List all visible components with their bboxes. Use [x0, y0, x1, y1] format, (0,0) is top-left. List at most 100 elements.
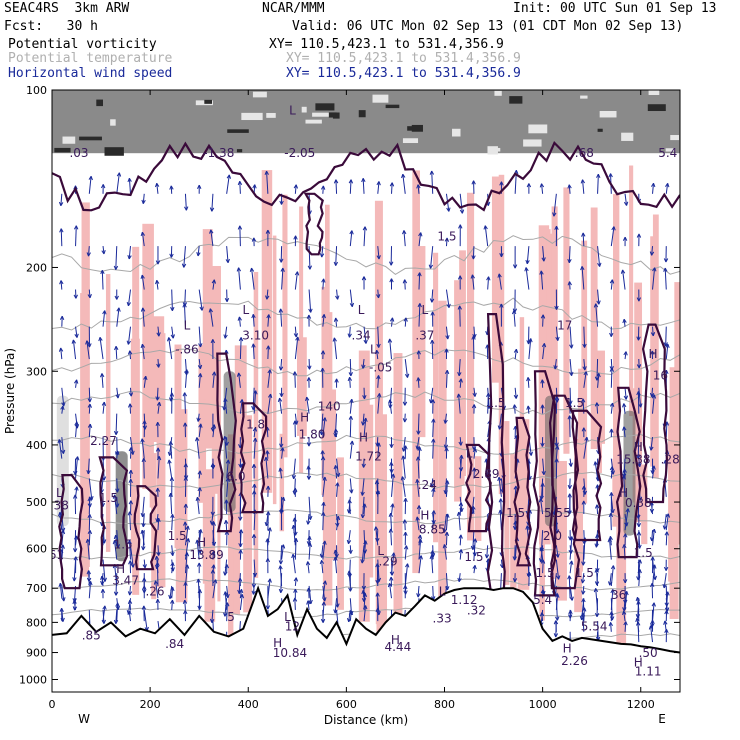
wind-vector [130, 437, 134, 455]
wind-vector-head [446, 207, 451, 212]
wind-vector-head [401, 173, 406, 179]
stratosphere-texture [597, 128, 603, 132]
wind-vector-head [623, 351, 628, 356]
wind-vector [75, 421, 78, 438]
wind-vector [569, 281, 571, 290]
pv-shading-streak [211, 265, 221, 494]
wind-vector [445, 573, 448, 591]
wind-vector [61, 437, 64, 454]
wind-vector-head [402, 519, 408, 524]
wind-vector [498, 413, 502, 430]
wind-vector [226, 477, 229, 497]
wind-vector-head [430, 311, 435, 316]
wind-vector-head [636, 600, 641, 605]
wind-vector-head [293, 538, 299, 543]
wind-vector [157, 456, 160, 479]
wind-vector [473, 326, 476, 338]
wind-vector-head [556, 575, 561, 580]
wind-vector [102, 246, 105, 255]
wind-vector-head [58, 201, 64, 207]
wind-vector-head [539, 547, 544, 552]
contour-annotation: 4.44 [385, 640, 412, 654]
wind-vector [336, 482, 339, 497]
pv-shading-streak [412, 170, 420, 574]
wind-vector [362, 590, 365, 599]
wind-vector-head [594, 504, 600, 509]
wind-vector [128, 610, 131, 622]
wind-vector [349, 359, 352, 376]
stratosphere-texture [665, 148, 676, 152]
wind-vector-head [402, 230, 407, 235]
wind-vector-head [87, 514, 92, 519]
wind-vector [88, 424, 91, 438]
wind-vector [610, 466, 613, 479]
wind-vector-head [225, 258, 230, 264]
wind-vector [171, 587, 174, 599]
wind-vector-head [581, 500, 586, 505]
wind-vector-head [609, 402, 615, 407]
wind-vector-head [211, 279, 217, 284]
pv-shading-streak [596, 350, 605, 444]
pv-contour [513, 416, 532, 567]
x-end-left-label: W [78, 712, 90, 726]
wind-vector-head [621, 610, 627, 616]
wind-vector [540, 270, 544, 290]
wind-vector [239, 594, 243, 610]
wind-vector [499, 509, 502, 531]
stratosphere-texture [252, 91, 267, 98]
wind-vector-head [293, 235, 298, 240]
wind-vector-head [321, 501, 326, 507]
wind-vector [349, 611, 352, 622]
wind-vector [209, 308, 214, 327]
wind-vector [349, 377, 351, 388]
wind-vector [569, 358, 573, 376]
contour-annotation: H [300, 410, 309, 424]
pv-contour [133, 485, 158, 571]
wind-vector [336, 458, 339, 477]
wind-vector-head [567, 281, 572, 286]
wind-vector [418, 303, 421, 327]
pv-shading-streak [504, 421, 510, 585]
wind-vector-head [321, 512, 326, 517]
wind-vector [266, 171, 269, 194]
wind-vector-head [636, 454, 641, 459]
wind-vector [183, 246, 186, 268]
wind-vector-head [116, 307, 121, 312]
wind-vector-head [456, 393, 462, 398]
wind-vector [459, 549, 462, 560]
wind-vector [418, 539, 422, 560]
wind-vector-head [195, 539, 200, 544]
wind-vector [61, 405, 64, 414]
wind-vector-head [155, 260, 161, 265]
wind-vector-head [375, 490, 381, 495]
wind-vector [320, 413, 324, 435]
wind-vector-head [622, 544, 627, 549]
wind-vector-head [484, 554, 490, 559]
wind-vector-head [295, 336, 300, 341]
wind-vector-head [128, 403, 133, 408]
wind-vector [169, 585, 173, 599]
wind-vector-head [513, 394, 519, 399]
contour-annotation: -2.05 [284, 146, 315, 160]
pv-shading-streak [175, 409, 188, 603]
y-tick-label: 500 [26, 496, 47, 509]
wind-vector [444, 478, 447, 494]
wind-vector [171, 545, 174, 556]
wind-vector-head [499, 181, 504, 186]
wind-vector-head [458, 378, 463, 383]
wind-vector [101, 575, 104, 587]
wind-vector-head [580, 612, 586, 617]
wind-vector-head [347, 333, 352, 338]
wind-vector [128, 540, 131, 560]
contour-annotation: 2.26 [561, 654, 588, 668]
wind-vector [555, 445, 559, 459]
wind-vector-head [226, 174, 232, 179]
wind-vector [322, 476, 326, 497]
wind-vector-head [305, 561, 311, 566]
wind-vector [322, 580, 326, 599]
wind-vector [514, 545, 516, 561]
contour-annotation: 1.80 [299, 427, 326, 441]
wind-vector [389, 583, 393, 599]
wind-vector-head [362, 226, 368, 231]
wind-vector-head [375, 592, 380, 597]
